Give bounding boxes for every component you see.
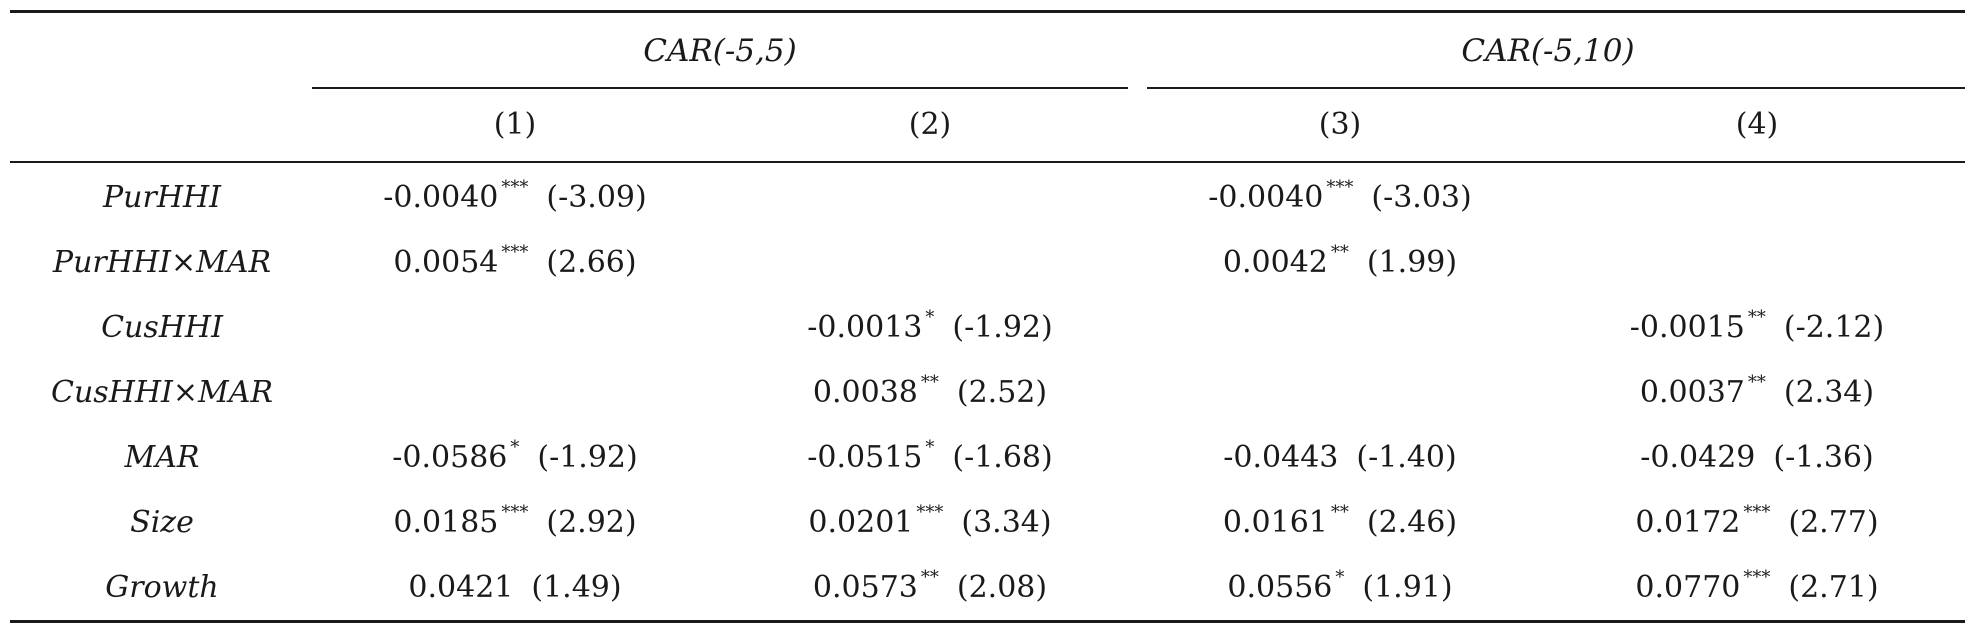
top-rule [10, 10, 1965, 13]
t-statistic: (-1.68) [952, 440, 1053, 475]
table-cell: 0.0421 (1.49) [408, 568, 621, 608]
t-statistic: (2.46) [1366, 505, 1458, 540]
coefficient: 0.0185 [393, 505, 499, 540]
column-header-1: (1) [493, 107, 537, 142]
t-statistic: (1.91) [1362, 570, 1453, 605]
table-cell: 0.0556 * (1.91) [1227, 568, 1452, 608]
significance-stars: ** [920, 372, 939, 393]
group-header-car-5-10: CAR(-5,10) [1461, 31, 1634, 71]
coefficient: 0.0573 [812, 570, 918, 605]
row-label: PurHHI [102, 180, 222, 215]
coefficient: 0.0054 [393, 245, 499, 280]
coefficient: 0.0037 [1639, 375, 1745, 410]
t-statistic: (2.66) [546, 245, 637, 280]
table-cell: -0.0515 * (-1.68) [807, 438, 1052, 478]
coefficient: -0.0429 [1640, 440, 1756, 475]
coefficient: 0.0042 [1222, 245, 1328, 280]
t-statistic: (2.92) [546, 505, 637, 540]
coefficient: -0.0443 [1223, 440, 1339, 475]
table-cell: 0.0201 *** (3.34) [808, 503, 1051, 543]
coefficient: -0.0013 [807, 310, 923, 345]
table-cell: 0.0172 *** (2.77) [1635, 503, 1878, 543]
table-cell: -0.0015 ** (-2.12) [1630, 308, 1884, 348]
t-statistic: (-1.92) [952, 310, 1053, 345]
table-cell: 0.0161 ** (2.46) [1223, 503, 1457, 543]
significance-stars: *** [501, 242, 529, 263]
significance-stars: * [925, 307, 935, 328]
group2-underline [1147, 87, 1965, 89]
group1-underline [312, 87, 1128, 89]
significance-stars: ** [1330, 502, 1349, 523]
group-header-car-5-5: CAR(-5,5) [643, 31, 796, 71]
table-cell: -0.0429 (-1.36) [1640, 438, 1873, 478]
table-cell: 0.0185 *** (2.92) [393, 503, 636, 543]
column-header-2: (2) [908, 107, 952, 142]
t-statistic: (1.49) [531, 570, 622, 605]
table-cell: 0.0038 ** (2.52) [813, 373, 1047, 413]
row-label: CusHHI [101, 310, 223, 345]
table-cell: -0.0013 * (-1.92) [807, 308, 1052, 348]
coefficient: 0.0770 [1635, 570, 1741, 605]
t-statistic: (-3.09) [546, 180, 647, 215]
significance-stars: *** [501, 502, 529, 523]
row-label: Size [130, 505, 194, 540]
t-statistic: (-1.92) [537, 440, 638, 475]
significance-stars: *** [916, 502, 944, 523]
significance-stars: ** [1747, 307, 1766, 328]
table-cell: -0.0443 (-1.40) [1223, 438, 1456, 478]
coefficient: -0.0515 [807, 440, 923, 475]
t-statistic: (2.71) [1788, 570, 1879, 605]
bottom-rule [10, 620, 1965, 623]
table-cell: 0.0054 *** (2.66) [393, 243, 636, 283]
significance-stars: * [1335, 567, 1345, 588]
table-cell: 0.0042 ** (1.99) [1223, 243, 1457, 283]
t-statistic: (2.77) [1788, 505, 1879, 540]
significance-stars: ** [1747, 372, 1766, 393]
row-label: Growth [105, 570, 219, 605]
column-header-4: (4) [1735, 107, 1779, 142]
significance-stars: *** [501, 177, 529, 198]
group-header-text: CAR(-5,5) [643, 33, 797, 69]
column-header-3: (3) [1318, 107, 1362, 142]
table-cell: -0.0040 *** (-3.09) [383, 178, 646, 218]
t-statistic: (2.08) [956, 570, 1048, 605]
coefficient: 0.0172 [1635, 505, 1741, 540]
significance-stars: ** [1330, 242, 1349, 263]
table-cell: -0.0040 *** (-3.03) [1208, 178, 1471, 218]
significance-stars: *** [1743, 567, 1771, 588]
coefficient: -0.0040 [1208, 180, 1324, 215]
row-label: PurHHI×MAR [52, 245, 272, 280]
t-statistic: (-2.12) [1783, 310, 1885, 345]
significance-stars: *** [1743, 502, 1771, 523]
t-statistic: (1.99) [1366, 245, 1458, 280]
coefficient: 0.0038 [812, 375, 918, 410]
significance-stars: * [510, 437, 520, 458]
coefficient: -0.0040 [383, 180, 499, 215]
coefficient: 0.0201 [808, 505, 914, 540]
header-bottom-rule [10, 161, 1965, 163]
significance-stars: *** [1326, 177, 1354, 198]
row-label: MAR [124, 440, 200, 475]
t-statistic: (-1.36) [1773, 440, 1874, 475]
coefficient: -0.0015 [1629, 310, 1745, 345]
table-cell: 0.0037 ** (2.34) [1640, 373, 1874, 413]
significance-stars: * [925, 437, 935, 458]
table-cell: -0.0586 * (-1.92) [392, 438, 637, 478]
row-label: CusHHI×MAR [51, 375, 273, 410]
coefficient: -0.0586 [392, 440, 508, 475]
t-statistic: (3.34) [961, 505, 1052, 540]
coefficient: 0.0556 [1227, 570, 1333, 605]
t-statistic: (2.34) [1783, 375, 1875, 410]
coefficient: 0.0421 [408, 570, 514, 605]
coefficient: 0.0161 [1222, 505, 1328, 540]
table-cell: 0.0770 *** (2.71) [1635, 568, 1878, 608]
group-header-text: CAR(-5,10) [1461, 33, 1635, 69]
t-statistic: (2.52) [956, 375, 1048, 410]
t-statistic: (-3.03) [1371, 180, 1472, 215]
significance-stars: ** [920, 567, 939, 588]
table-cell: 0.0573 ** (2.08) [813, 568, 1047, 608]
t-statistic: (-1.40) [1356, 440, 1457, 475]
